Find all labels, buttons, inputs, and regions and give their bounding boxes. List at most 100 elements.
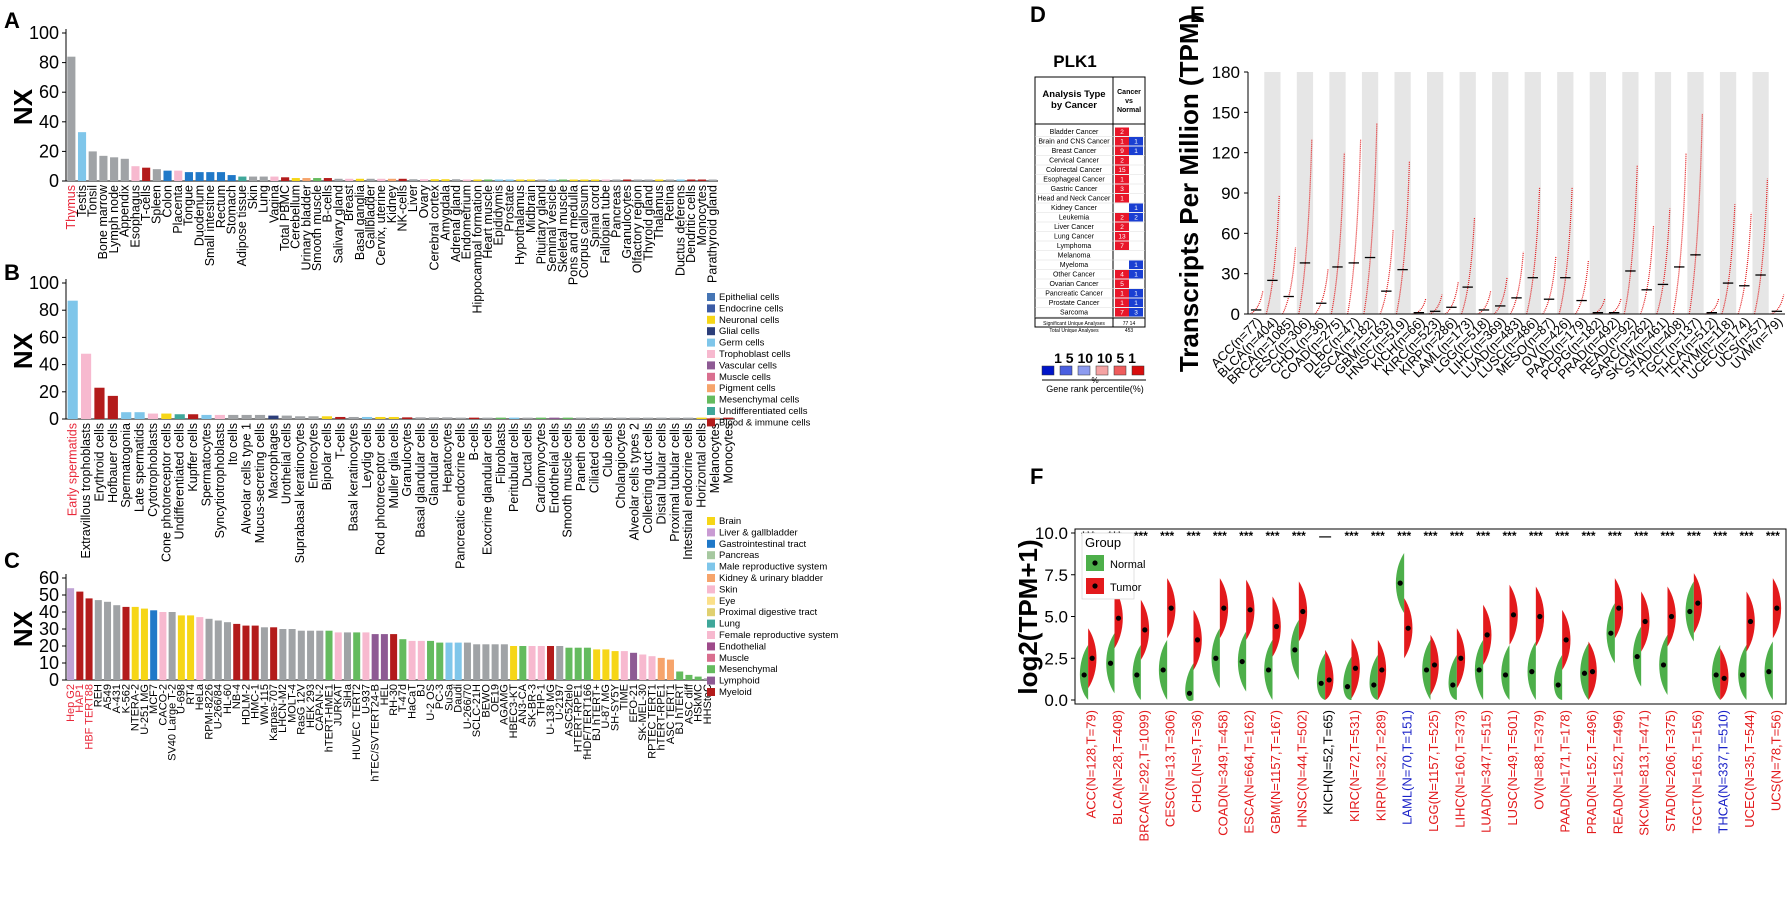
bar [142,167,151,181]
legend-swatch [707,631,715,639]
median-dot-normal [1160,667,1166,673]
x-tick-label: TIME [619,684,631,710]
bar [316,630,324,680]
significance-mark: *** [1529,529,1543,543]
down-cell [1129,289,1143,298]
bar [184,172,193,181]
tpm-points [1705,298,1720,315]
violin-tumor [1325,649,1334,700]
bar [335,416,346,419]
bar [593,649,601,680]
band [1296,72,1314,314]
bar [602,649,610,680]
bar [630,652,638,680]
x-tick-label: SV40 Large T-2 [166,684,178,761]
bar [187,615,195,680]
legend-swatch [707,653,715,662]
median-dot-normal [1239,658,1245,665]
bar [233,623,241,680]
x-tick-label: Lymph node [107,185,121,253]
legend-label: Myeloid [719,687,752,698]
x-tick-label: Urinary bladder [299,185,313,270]
down-cell [1129,146,1143,155]
legend-dot [1092,560,1098,566]
up-cell [1115,194,1129,203]
y-axis-title: log2(TPM+1) [1013,539,1043,694]
bar [454,642,462,680]
significance-mark: *** [1397,529,1411,543]
panel-label-c: C [4,548,20,573]
x-tick-label: Ovary [417,184,431,218]
legend-label: Blood & immune cells [719,417,811,428]
x-tick-label: Cerebral cortex [428,184,442,270]
x-tick-label: Smooth muscle cells [561,423,575,538]
bar [295,416,306,419]
bar [76,591,84,680]
tpm-points [1265,195,1280,315]
up-count: 7 [1120,310,1124,317]
median-dot-tumor [1484,632,1490,638]
legend-label: Female reproductive system [719,630,838,641]
x-tick-label: Stomach [225,185,239,234]
bar [526,179,536,181]
median-dot-normal [1371,682,1377,688]
bar [535,417,547,419]
header-right-line: vs [1125,98,1133,105]
y-tick-label: 5.0 [1044,608,1068,627]
x-tick-label: RPMI-8226 [203,684,215,740]
bar [163,170,172,181]
x-tick-label: HaCaT [406,684,418,719]
median-dot-tumor [1142,627,1148,633]
x-tick-label: Liver [406,185,420,212]
bar [205,618,213,680]
x-tick-label: MOLT-4 [286,684,298,723]
up-cell [1115,137,1129,146]
median-dot-normal [1634,653,1640,660]
x-tick-label: Parathyroid gland [705,185,719,283]
chart-e-tpm-scatter: ACC(n=77)BLCA(n=404)BRCA(n=1085)CESC(n=3… [1174,14,1785,387]
table-row-label: Sarcoma [1060,310,1088,317]
up-count: 9 [1120,148,1124,155]
x-tick-label: hTERT-RPE1 [656,684,668,750]
median-dot-normal [1529,669,1535,675]
tpm-points [1298,139,1313,315]
x-tick-label: RH-30 [388,684,400,716]
median-dot-tumor [1300,608,1306,615]
x-tick-label: Paneth cells [574,423,588,491]
x-tick-label: KICH(N=52,T=65) [1321,710,1336,815]
x-tick-label: WM-115 [259,684,271,725]
up-cell [1115,308,1129,317]
y-tick-label: 90 [1221,184,1240,203]
bar [321,416,332,419]
bar [665,179,674,181]
y-tick-label: 30 [39,619,59,639]
table-row-label: Myeloma [1060,262,1089,269]
bar [697,179,707,181]
y-tick-label: 40 [39,112,59,132]
x-tick-label: ESCA(N=664,T=162) [1242,710,1257,834]
bar [248,176,258,181]
significance-mark: *** [1160,529,1174,543]
header-right-line: Cancer [1117,89,1141,96]
up-cell [1115,146,1129,155]
tpm-points [1737,212,1752,315]
x-tick-label: Salivary gland [331,185,345,264]
median-dot-normal [1134,672,1140,678]
down-count: 1 [1134,148,1138,155]
median-dot-tumor [1115,615,1122,621]
x-tick-label: fHDF/TERT166 [582,684,594,760]
bar [428,417,440,419]
x-tick-label: U-138 MG [545,684,557,735]
legend-label: Endothelial [719,641,766,652]
bar [427,640,435,680]
tpm-points [1721,204,1736,315]
x-tick-label: CESC(N=13,T=306) [1163,710,1178,827]
bar [482,417,493,419]
down-cell [1129,137,1143,146]
x-tick-label: HMC-1 [250,684,262,719]
legend-swatch [707,608,715,617]
bar [509,417,520,419]
x-tick-label: BJ [416,684,428,697]
legend-swatch [1113,365,1127,376]
x-tick-label: HBEC3-KT [508,684,520,739]
